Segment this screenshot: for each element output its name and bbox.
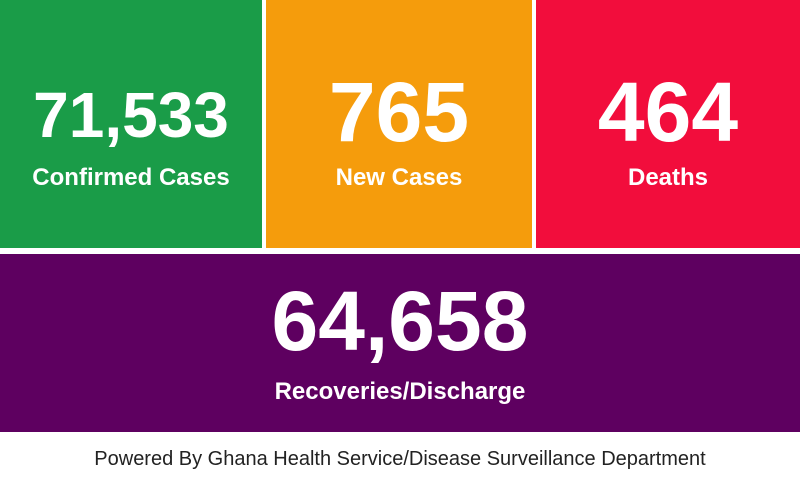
footer: Powered By Ghana Health Service/Disease … <box>94 448 706 470</box>
confirmed-tile: 71,533 Confirmed Cases <box>0 0 262 248</box>
tile-label: Deaths <box>627 164 709 191</box>
deaths-tile: 464 Deaths <box>536 0 800 248</box>
tile-label: Confirmed Cases <box>32 164 230 191</box>
new-cases-tile: 765 New Cases <box>266 0 532 248</box>
tile-value: 765 <box>328 65 470 159</box>
tile-value: 71,533 <box>33 79 229 151</box>
tile-value: 464 <box>597 65 739 159</box>
tile-label: Recoveries/Discharge <box>274 378 526 405</box>
tile-value: 64,658 <box>271 274 529 368</box>
tile-label: New Cases <box>335 164 463 191</box>
recoveries-tile: 64,658 Recoveries/Discharge <box>0 254 800 432</box>
